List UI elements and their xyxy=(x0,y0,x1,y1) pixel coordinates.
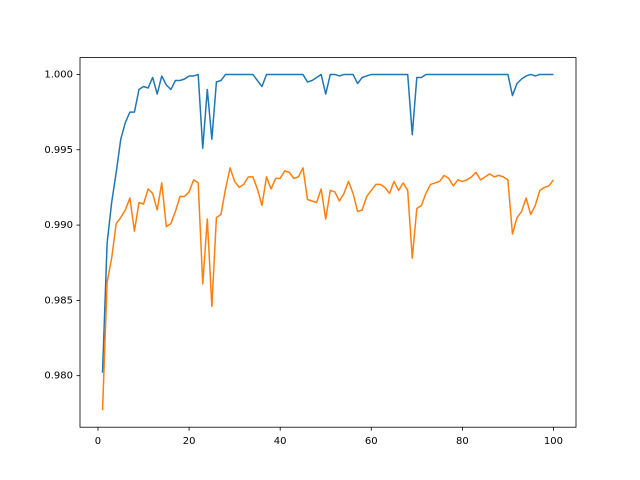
line-series xyxy=(101,73,554,373)
y-tick-label: 1.000 xyxy=(44,69,73,80)
y-tick-label: 0.995 xyxy=(44,145,73,156)
y-tick-label: 0.985 xyxy=(44,295,73,306)
plot-area xyxy=(101,73,555,411)
x-tick-label: 60 xyxy=(365,436,378,447)
x-tick-label: 0 xyxy=(95,436,101,447)
x-tick-label: 80 xyxy=(456,436,469,447)
x-tick-label: 20 xyxy=(183,436,196,447)
x-tick-label: 40 xyxy=(274,436,287,447)
x-tick-label: 100 xyxy=(544,436,563,447)
line-series xyxy=(101,167,555,411)
axes-frame xyxy=(79,57,577,428)
y-tick-label: 0.990 xyxy=(44,220,73,231)
y-tick-label: 0.980 xyxy=(44,371,73,382)
